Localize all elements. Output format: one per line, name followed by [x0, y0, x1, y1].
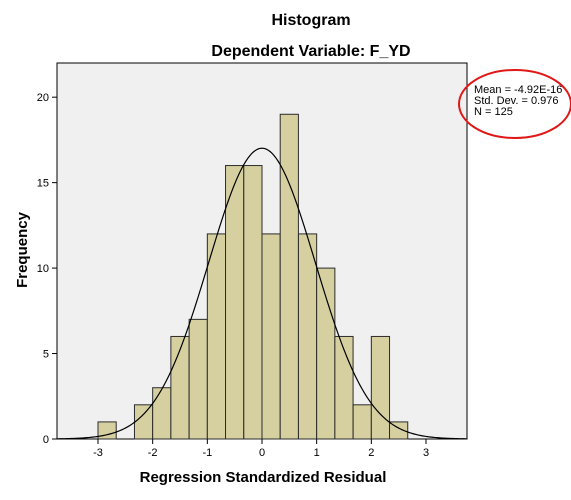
stats-mean: Mean = -4.92E-16	[474, 84, 562, 96]
x-tick-label: -2	[148, 447, 158, 459]
chart-subtitle: Dependent Variable: F_YD	[211, 43, 410, 60]
x-tick-label: -3	[93, 447, 103, 459]
y-tick-label: 20	[37, 92, 49, 104]
y-tick-label: 15	[37, 178, 49, 190]
histogram-bar	[370, 335, 391, 440]
histogram-bar	[188, 318, 208, 440]
x-tick-label: 0	[259, 447, 265, 459]
highlight-circle	[458, 69, 571, 139]
x-tick-label: 2	[368, 447, 374, 459]
histogram-bar	[261, 233, 281, 440]
y-tick-label: 5	[43, 349, 49, 361]
histogram-bar	[297, 233, 318, 440]
x-tick-label: 1	[314, 447, 320, 459]
histogram-bar	[152, 387, 172, 440]
histogram-bar	[97, 421, 117, 440]
stats-std-dev: Std. Dev. = 0.976	[474, 95, 559, 107]
histogram-bar	[170, 335, 190, 440]
x-axis: -3 -2 -1 0 1 2 3	[93, 439, 429, 459]
x-axis-title: Regression Standardized Residual	[140, 469, 387, 486]
x-tick-label: 3	[423, 447, 429, 459]
stats-box: Mean = -4.92E-16 Std. Dev. = 0.976 N = 1…	[474, 84, 562, 118]
histogram-bar	[243, 165, 263, 440]
histogram-bar	[316, 267, 336, 440]
y-axis: 0 5 10 15 20	[37, 92, 57, 446]
histogram-bar	[225, 165, 245, 440]
normal-curve	[56, 147, 468, 440]
histogram-bar	[352, 404, 372, 440]
y-tick-label: 10	[37, 263, 49, 275]
histogram-bar	[389, 421, 409, 440]
y-tick-label: 0	[43, 434, 49, 446]
histogram-bar	[334, 335, 354, 440]
histogram-bar	[279, 113, 299, 440]
stats-n: N = 125	[474, 106, 513, 118]
chart-title: Histogram	[271, 12, 350, 29]
y-axis-title: Frequency	[14, 211, 31, 288]
x-tick-label: -1	[202, 447, 212, 459]
histogram-bar	[133, 404, 154, 440]
histogram-bar	[206, 233, 227, 440]
